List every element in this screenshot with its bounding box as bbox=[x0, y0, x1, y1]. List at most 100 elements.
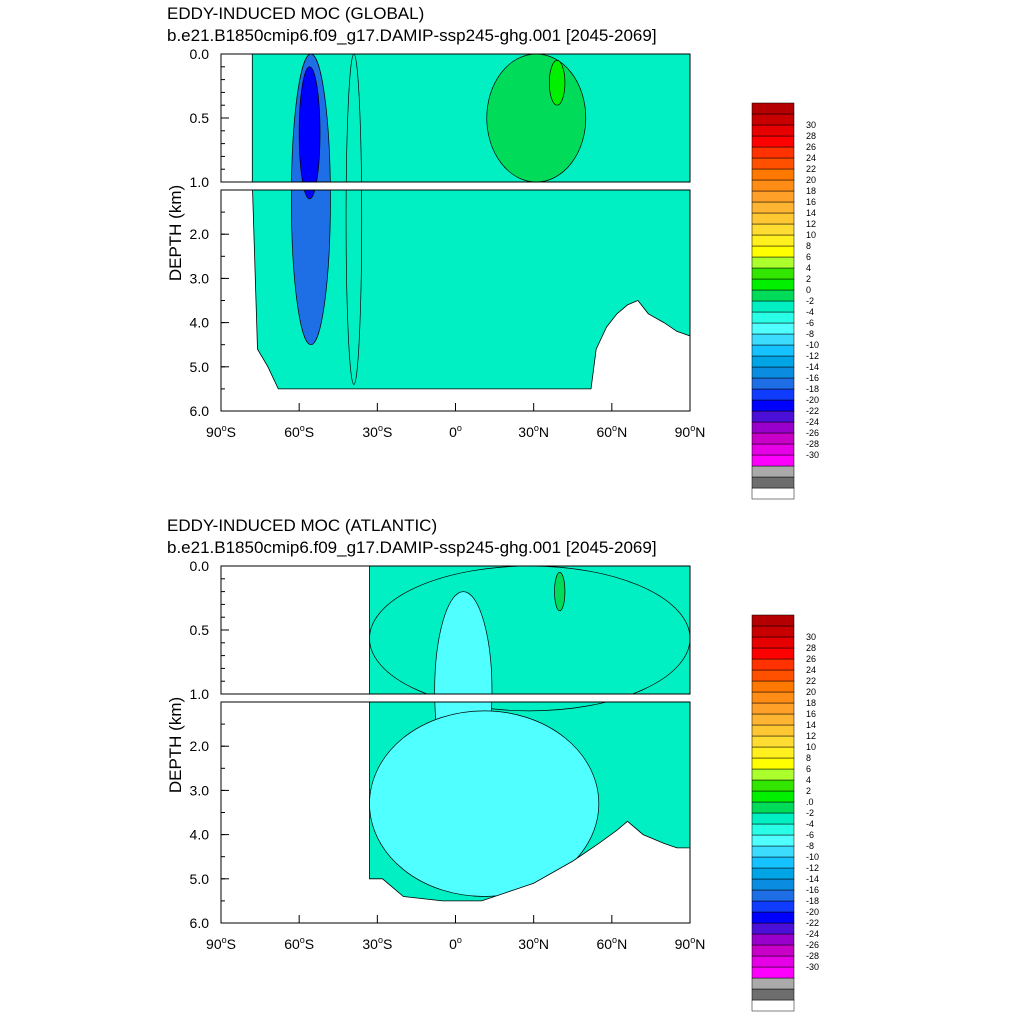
colorbar-box bbox=[751, 988, 795, 1001]
colorbar-label: 18 bbox=[806, 698, 816, 708]
colorbar-label: 16 bbox=[806, 709, 816, 719]
colorbar-box bbox=[751, 900, 795, 913]
y-tick-label: 5.0 bbox=[190, 359, 210, 375]
colorbar-box bbox=[751, 124, 795, 137]
colorbar-box bbox=[751, 779, 795, 792]
colorbar-box bbox=[751, 790, 795, 803]
colorbar-box bbox=[751, 878, 795, 891]
colorbar-box bbox=[751, 702, 795, 715]
colorbar-label: 10 bbox=[806, 230, 816, 240]
x-tick-label: 0o bbox=[449, 423, 462, 440]
colorbar-label: 24 bbox=[806, 153, 816, 163]
colorbar-box bbox=[751, 735, 795, 748]
colorbar-label: 0 bbox=[806, 285, 811, 295]
colorbar-box bbox=[751, 333, 795, 346]
chart-subtitle: b.e21.B1850cmip6.f09_g17.DAMIP-ssp245-gh… bbox=[167, 538, 657, 557]
colorbar-label: -12 bbox=[806, 863, 819, 873]
colorbar-label: -4 bbox=[806, 819, 814, 829]
contour-region bbox=[291, 190, 331, 346]
colorbar-label: 14 bbox=[806, 720, 816, 730]
colorbar-box bbox=[751, 102, 795, 115]
colorbar-label: 24 bbox=[806, 665, 816, 675]
colorbar-label: -6 bbox=[806, 830, 814, 840]
colorbar-box bbox=[751, 889, 795, 902]
colorbar-label: -4 bbox=[806, 307, 814, 317]
chart-subtitle: b.e21.B1850cmip6.f09_g17.DAMIP-ssp245-gh… bbox=[167, 26, 657, 45]
colorbar-label: 6 bbox=[806, 252, 811, 262]
contour-region bbox=[434, 591, 493, 694]
colorbar-label: -14 bbox=[806, 874, 819, 884]
colorbar-box bbox=[751, 454, 795, 467]
colorbar-box bbox=[751, 278, 795, 291]
contour-region bbox=[345, 54, 363, 182]
y-tick-label: 6.0 bbox=[190, 403, 210, 419]
colorbar-label: 2 bbox=[806, 274, 811, 284]
contour-region bbox=[369, 710, 600, 897]
colorbar-box bbox=[751, 944, 795, 957]
colorbar-box bbox=[751, 399, 795, 412]
colorbar-label: -8 bbox=[806, 329, 814, 339]
colorbar-label: -18 bbox=[806, 384, 819, 394]
colorbar-label: -12 bbox=[806, 351, 819, 361]
x-tick-label: 90oN bbox=[675, 423, 706, 440]
colorbar-label: -20 bbox=[806, 395, 819, 405]
colorbar-box bbox=[751, 614, 795, 627]
colorbar-box bbox=[751, 724, 795, 737]
y-tick-label: 1.0 bbox=[190, 174, 210, 190]
x-tick-label: 60oN bbox=[596, 935, 627, 952]
colorbar-box bbox=[751, 113, 795, 126]
colorbar-box bbox=[751, 476, 795, 489]
colorbar-label: 16 bbox=[806, 197, 816, 207]
colorbar-box bbox=[751, 680, 795, 693]
colorbar-box bbox=[751, 355, 795, 368]
colorbar-box bbox=[751, 465, 795, 478]
colorbar-box bbox=[751, 168, 795, 181]
colorbar-box bbox=[751, 812, 795, 825]
y-tick-label: 5.0 bbox=[190, 871, 210, 887]
colorbar-box bbox=[751, 856, 795, 869]
colorbar-label: -22 bbox=[806, 918, 819, 928]
plot-region bbox=[369, 566, 690, 694]
y-tick-label: 3.0 bbox=[190, 782, 210, 798]
colorbar-box bbox=[751, 922, 795, 935]
y-tick-label: 1.0 bbox=[190, 686, 210, 702]
colorbar-label: -14 bbox=[806, 362, 819, 372]
contour-region bbox=[369, 566, 690, 694]
x-tick-label: 0o bbox=[449, 935, 462, 952]
colorbar-label: 10 bbox=[806, 742, 816, 752]
colorbar-label: 4 bbox=[806, 775, 811, 785]
colorbar-box bbox=[751, 823, 795, 836]
colorbar-label: -18 bbox=[806, 896, 819, 906]
colorbar-box bbox=[751, 256, 795, 269]
colorbar-label: -26 bbox=[806, 428, 819, 438]
colorbar-box bbox=[751, 245, 795, 258]
colorbar-box bbox=[751, 487, 795, 500]
ocean-floor-line bbox=[252, 190, 690, 390]
y-tick-label: 2.0 bbox=[190, 738, 210, 754]
contour-region bbox=[298, 66, 321, 182]
colorbar-label: -16 bbox=[806, 885, 819, 895]
colorbar-label: 20 bbox=[806, 175, 816, 185]
colorbar-label: 4 bbox=[806, 263, 811, 273]
colorbar-box bbox=[751, 999, 795, 1012]
colorbar-label: -20 bbox=[806, 907, 819, 917]
colorbar-box bbox=[751, 955, 795, 968]
y-tick-label: 0.0 bbox=[190, 46, 210, 62]
colorbar-label: 22 bbox=[806, 164, 816, 174]
colorbar-label: 30 bbox=[806, 120, 816, 130]
y-tick-label: 4.0 bbox=[190, 827, 210, 843]
y-tick-label: 6.0 bbox=[190, 915, 210, 931]
colorbar-label: 14 bbox=[806, 208, 816, 218]
colorbar-box bbox=[751, 845, 795, 858]
colorbar-label: -22 bbox=[806, 406, 819, 416]
colorbar-box bbox=[751, 867, 795, 880]
plot-region bbox=[252, 190, 690, 390]
colorbar-label: 6 bbox=[806, 764, 811, 774]
y-tick-label: 0.5 bbox=[190, 110, 210, 126]
x-tick-label: 60oN bbox=[596, 423, 627, 440]
colorbar-box bbox=[751, 410, 795, 423]
colorbar-box bbox=[751, 300, 795, 313]
colorbar-label: -28 bbox=[806, 951, 819, 961]
colorbar-box bbox=[751, 768, 795, 781]
